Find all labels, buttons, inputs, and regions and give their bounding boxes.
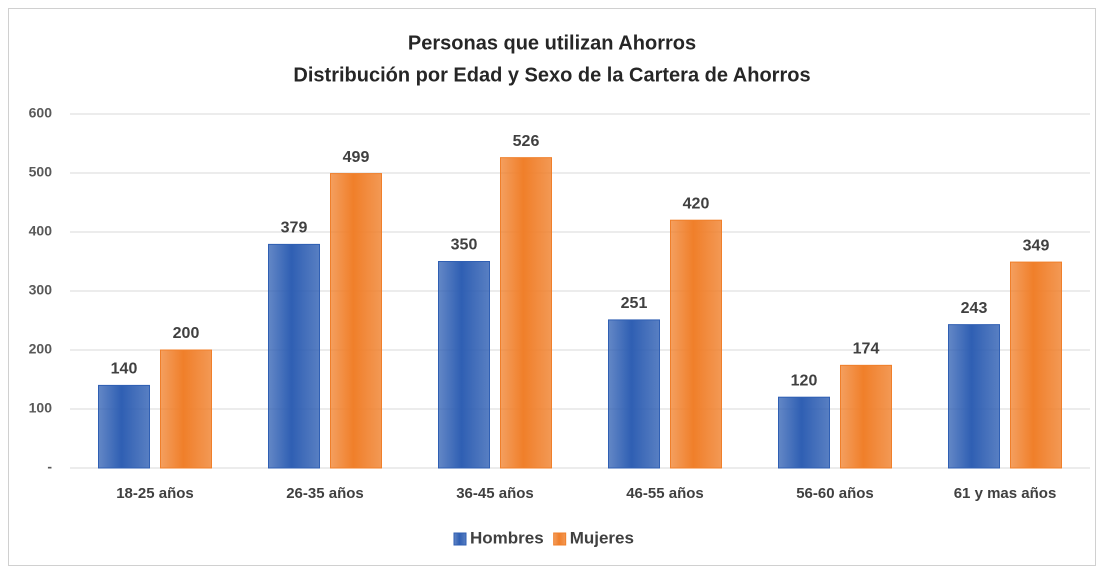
x-tick-label: 56-60 años (796, 485, 874, 502)
bar (608, 319, 660, 469)
chart-subtitle: Distribución por Edad y Sexo de la Carte… (293, 64, 810, 86)
x-tick-label: 46-55 años (626, 485, 704, 502)
value-label: 499 (343, 149, 370, 166)
x-tick-label: 18-25 años (116, 485, 194, 502)
legend-label: Mujeres (570, 528, 634, 547)
legend-swatch (453, 532, 467, 546)
x-tick-label: 26-35 años (286, 485, 364, 502)
legend-swatch (553, 532, 567, 546)
y-tick-label: 500 (29, 164, 53, 180)
y-tick-label: 200 (29, 341, 53, 357)
bar (840, 364, 892, 469)
x-tick-label: 61 y mas años (954, 485, 1057, 502)
y-tick-label: 100 (29, 400, 53, 416)
bar (500, 157, 552, 469)
bar (948, 324, 1000, 469)
value-label: 140 (111, 361, 138, 378)
value-label: 251 (621, 295, 648, 312)
legend-label: Hombres (470, 528, 544, 547)
bar (330, 173, 382, 469)
bar (160, 349, 212, 469)
y-tick-label: 600 (29, 105, 53, 121)
value-label: 379 (281, 220, 308, 237)
bar (98, 384, 150, 469)
y-tick-label: - (47, 459, 52, 475)
bar (778, 396, 830, 469)
bar (1010, 261, 1062, 469)
value-label: 120 (791, 372, 818, 389)
bar (438, 261, 490, 469)
value-label: 526 (513, 133, 540, 150)
y-tick-label: 300 (29, 282, 53, 298)
value-label: 420 (683, 195, 710, 212)
value-label: 243 (961, 300, 988, 317)
x-tick-label: 36-45 años (456, 485, 534, 502)
bar (268, 243, 320, 469)
chart-title: Personas que utilizan Ahorros (408, 32, 696, 54)
value-label: 174 (853, 341, 880, 358)
value-label: 200 (173, 325, 200, 342)
value-label: 350 (451, 237, 478, 254)
y-tick-label: 400 (29, 223, 53, 239)
bar (670, 219, 722, 469)
value-label: 349 (1023, 237, 1050, 254)
